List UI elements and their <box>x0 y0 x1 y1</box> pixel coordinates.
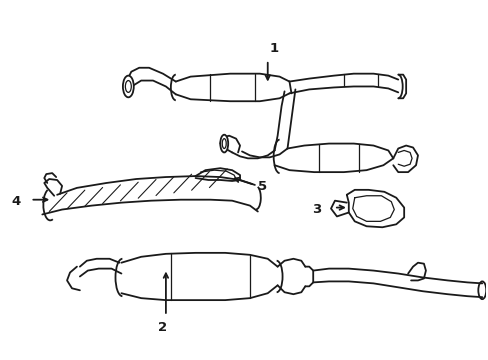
Text: 4: 4 <box>11 195 20 208</box>
Text: 1: 1 <box>269 42 278 55</box>
Text: 3: 3 <box>311 203 321 216</box>
Ellipse shape <box>220 135 228 152</box>
Ellipse shape <box>122 76 134 97</box>
Text: 5: 5 <box>257 180 266 193</box>
Text: 2: 2 <box>158 321 167 334</box>
